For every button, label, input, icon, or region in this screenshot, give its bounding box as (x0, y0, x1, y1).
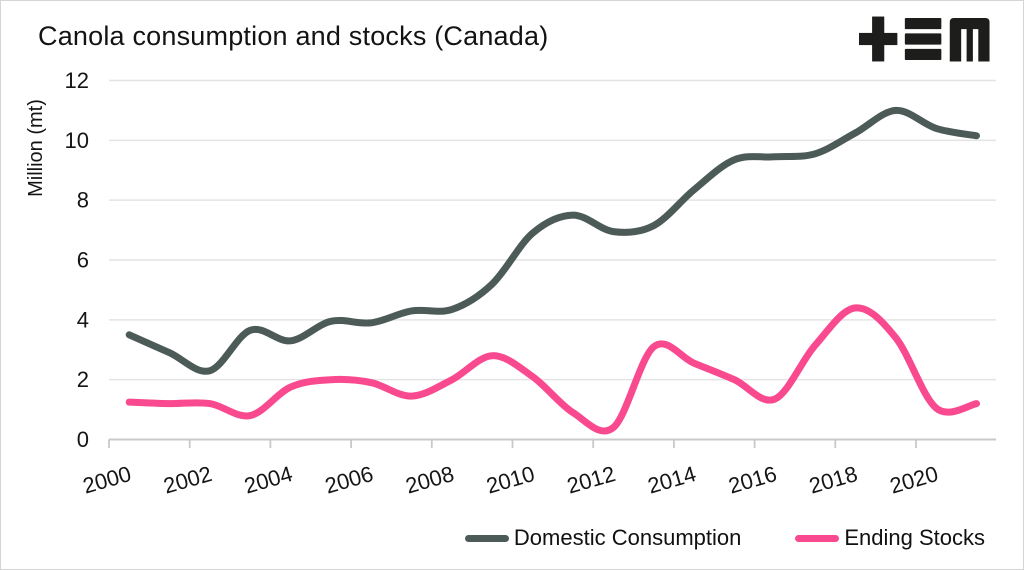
y-tick-label: 8 (77, 188, 89, 213)
y-tick-label: 0 (77, 427, 89, 452)
legend-swatch-domestic-consumption (464, 534, 509, 542)
chart-legend: Domestic Consumption Ending Stocks (464, 525, 985, 551)
legend-item-ending-stocks: Ending Stocks (795, 525, 985, 551)
y-tick-label: 10 (65, 128, 89, 153)
x-tick-label: 2016 (726, 461, 780, 499)
legend-label-domestic-consumption: Domestic Consumption (513, 525, 742, 550)
legend-label-ending-stocks: Ending Stocks (844, 525, 985, 550)
legend-swatch-ending-stocks (795, 534, 840, 542)
series-line-domestic-consumption (125, 106, 980, 375)
x-tick-label: 2000 (80, 461, 134, 499)
x-tick-label: 2010 (483, 461, 537, 499)
x-tick-label: 2018 (806, 461, 860, 499)
series-line-ending-stocks (125, 304, 980, 435)
y-tick-label: 2 (77, 367, 89, 392)
y-tick-label: 6 (77, 248, 89, 273)
y-tick-label: 4 (77, 307, 89, 332)
x-tick-label: 2004 (241, 461, 295, 499)
x-tick-label: 2008 (403, 461, 457, 499)
legend-item-domestic-consumption: Domestic Consumption (464, 525, 742, 551)
tem-logo-icon (859, 16, 990, 62)
x-tick-label: 2012 (564, 461, 618, 499)
x-tick-label: 2020 (887, 461, 941, 499)
y-tick-label: 12 (65, 68, 89, 93)
x-tick-label: 2006 (322, 461, 376, 499)
x-tick-label: 2014 (645, 461, 699, 499)
x-tick-label: 2002 (161, 461, 215, 499)
chart-title: Canola consumption and stocks (Canada) (38, 21, 549, 51)
